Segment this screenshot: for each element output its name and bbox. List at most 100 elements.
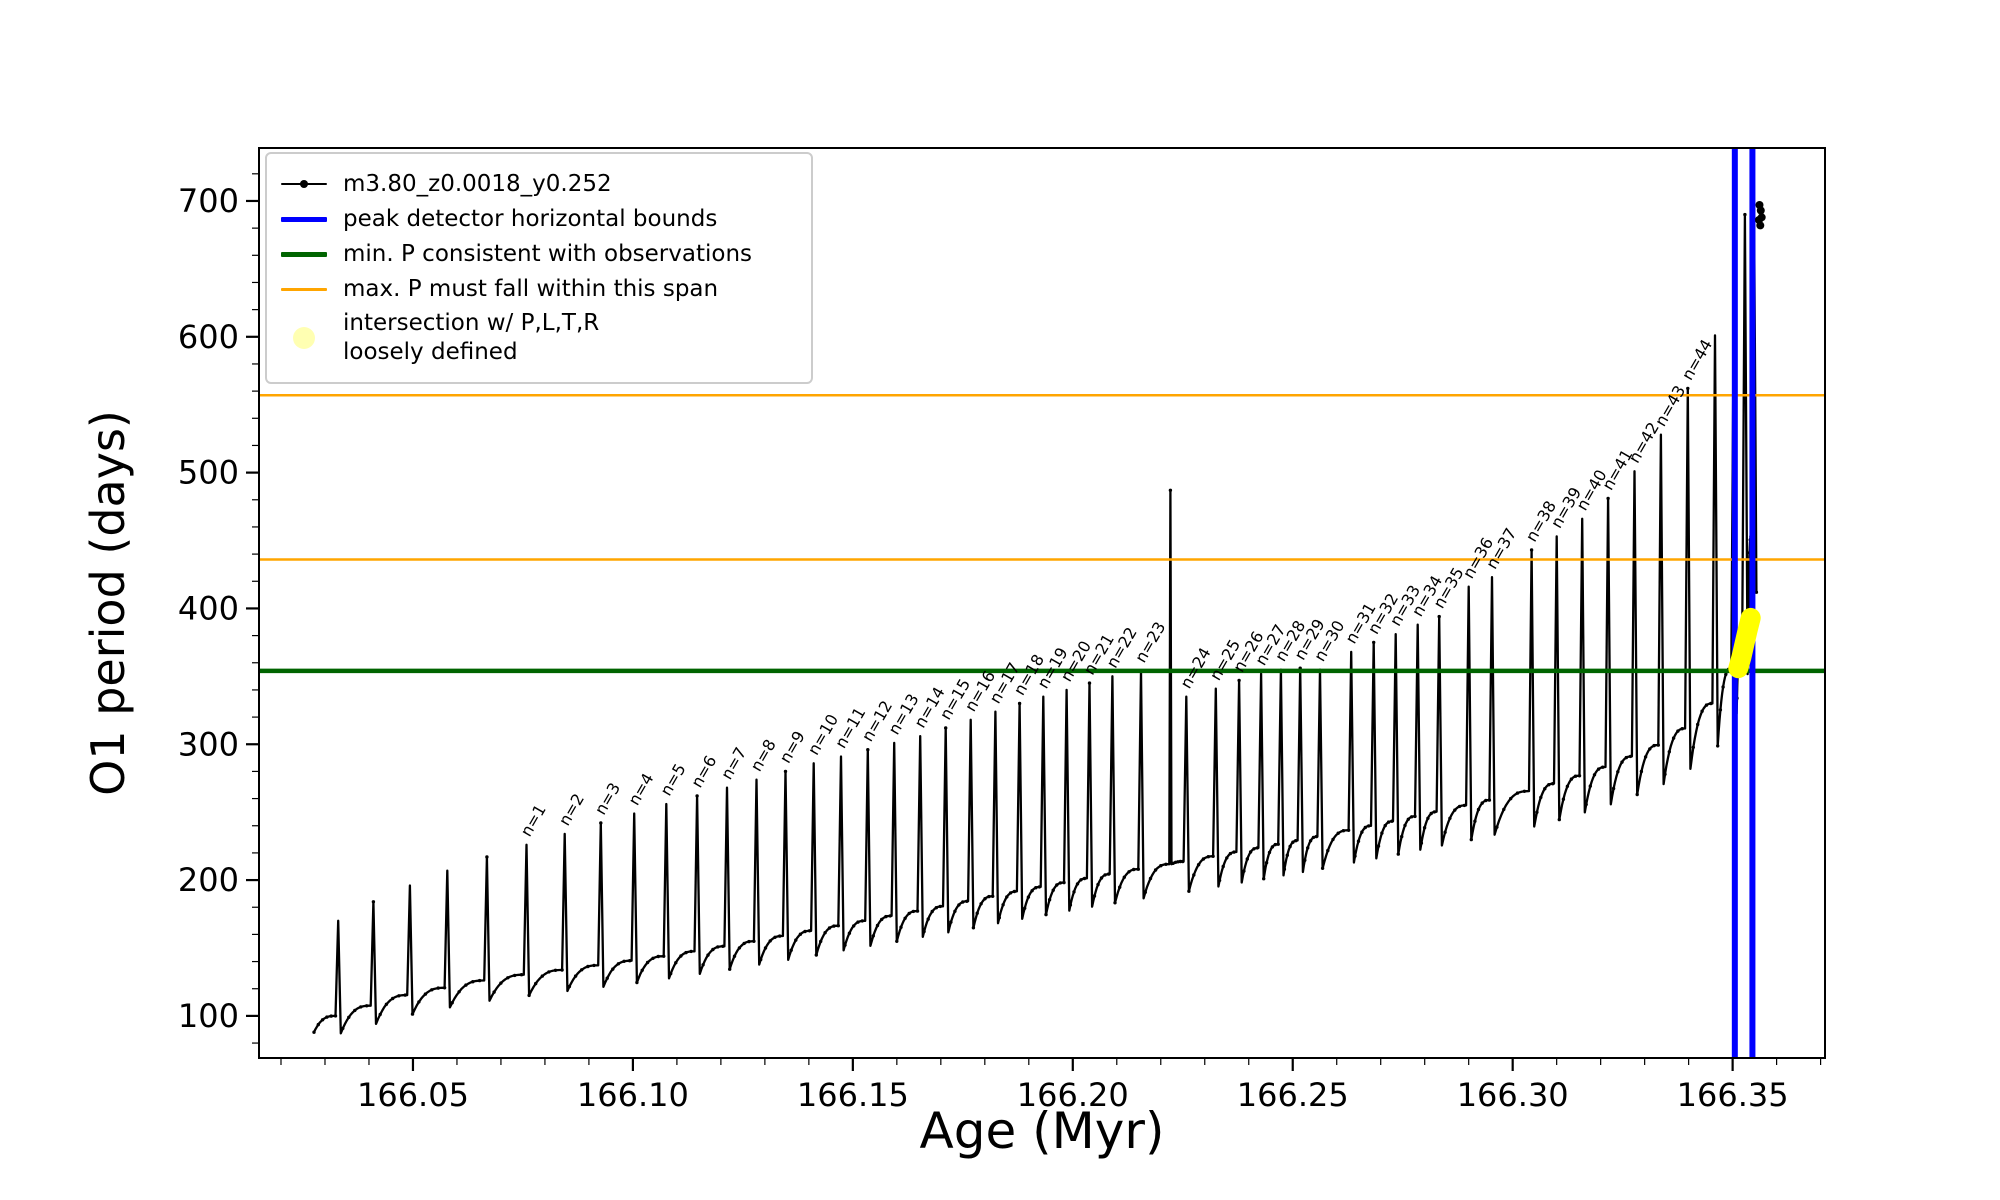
series-marker: [1372, 640, 1376, 645]
series-marker: [852, 924, 856, 928]
series-marker: [1058, 881, 1063, 885]
series-marker: [1217, 878, 1222, 883]
series-marker: [1667, 750, 1672, 754]
series-marker: [1686, 386, 1690, 391]
series-marker: [1285, 853, 1290, 857]
series-marker: [1168, 488, 1173, 492]
spike-label-n=23: n=23: [1131, 618, 1169, 666]
x-tick-label: 166.35: [1677, 1076, 1789, 1114]
series-marker: [662, 954, 666, 958]
series-marker: [1557, 817, 1562, 822]
spike-label-n=5: n=5: [656, 760, 689, 799]
spike-label-n=44: n=44: [1678, 336, 1716, 384]
series-marker: [1380, 831, 1384, 835]
series-marker: [312, 1030, 316, 1034]
series-marker: [1616, 770, 1620, 774]
series-marker: [1386, 820, 1391, 824]
legend-item-3: max. P must fall within this span: [281, 274, 797, 304]
spike-label-n=8: n=8: [747, 736, 780, 775]
series-marker: [1601, 765, 1605, 769]
series-marker: [1413, 814, 1417, 819]
series-marker: [1034, 886, 1038, 890]
series-marker: [836, 924, 840, 928]
series-marker: [553, 968, 558, 972]
series-marker: [457, 990, 461, 994]
series-marker: [450, 1001, 454, 1005]
series-marker: [1457, 804, 1462, 809]
series-marker: [971, 926, 976, 930]
series-marker: [1075, 882, 1080, 886]
series-marker: [1264, 861, 1269, 865]
series-marker: [1429, 811, 1433, 816]
series-marker: [1087, 681, 1092, 685]
series-marker: [1462, 803, 1467, 808]
series-marker: [1008, 891, 1013, 895]
x-tick-label: 166.15: [797, 1076, 909, 1114]
x-tick-label: 166.10: [577, 1076, 689, 1114]
series-marker: [1671, 736, 1676, 740]
series-marker: [635, 980, 639, 985]
series-marker: [773, 935, 777, 939]
legend-label: peak detector horizontal bounds: [343, 205, 718, 232]
series-marker: [410, 1012, 415, 1016]
series-marker: [1569, 777, 1574, 781]
series-marker: [819, 939, 823, 944]
series-marker: [1288, 844, 1292, 849]
series-marker: [397, 994, 401, 998]
series-marker: [519, 973, 524, 977]
series-marker: [742, 941, 746, 946]
end-scatter-dot: [1755, 201, 1764, 209]
y-axis-label: O1 period (days): [81, 410, 135, 796]
series-marker: [1680, 727, 1684, 731]
series-marker: [1448, 816, 1452, 820]
series-marker: [359, 1005, 363, 1009]
series-marker: [1082, 876, 1087, 881]
series-marker: [860, 919, 864, 923]
series-marker: [1153, 868, 1158, 872]
series-marker: [1143, 890, 1148, 894]
series-marker: [1270, 845, 1275, 849]
series-marker: [1529, 548, 1534, 552]
series-marker: [1113, 901, 1117, 905]
series-marker: [1099, 876, 1104, 880]
series-marker: [1353, 854, 1357, 858]
series-marker: [1700, 709, 1704, 713]
series-marker: [747, 939, 751, 944]
series-group: [312, 150, 1759, 1035]
series-marker: [1062, 880, 1066, 885]
series-marker: [721, 944, 725, 948]
series-marker: [1648, 747, 1652, 751]
series-marker: [926, 917, 930, 921]
series-marker: [1469, 837, 1474, 842]
series-marker: [1643, 755, 1648, 759]
series-marker: [1055, 883, 1059, 887]
series-marker: [768, 939, 772, 943]
series-marker: [930, 909, 934, 914]
series-marker: [832, 924, 836, 928]
legend-item-2: min. P consistent with observations: [281, 239, 797, 269]
peak-bounds-line-icon: [281, 204, 327, 234]
series-marker: [1515, 791, 1520, 795]
series-marker: [1704, 703, 1709, 707]
series-marker: [1363, 825, 1368, 830]
series-marker: [1037, 885, 1042, 889]
series-marker: [1248, 850, 1253, 854]
series-marker: [1282, 867, 1287, 871]
series-marker: [961, 900, 965, 904]
series-marker: [1068, 903, 1073, 907]
series-marker: [1252, 847, 1256, 851]
spike-label-n=7: n=7: [717, 744, 750, 783]
series-marker: [1192, 873, 1196, 877]
series-marker: [997, 916, 1001, 920]
series-marker: [1341, 829, 1346, 833]
series-marker: [695, 794, 699, 798]
series-marker: [611, 967, 615, 971]
series-marker: [884, 914, 888, 919]
series-marker: [1072, 890, 1076, 894]
series-marker: [622, 959, 626, 963]
series-marker: [1245, 857, 1250, 861]
series-marker: [944, 726, 948, 730]
series-marker: [875, 923, 880, 928]
series-marker: [763, 946, 768, 950]
